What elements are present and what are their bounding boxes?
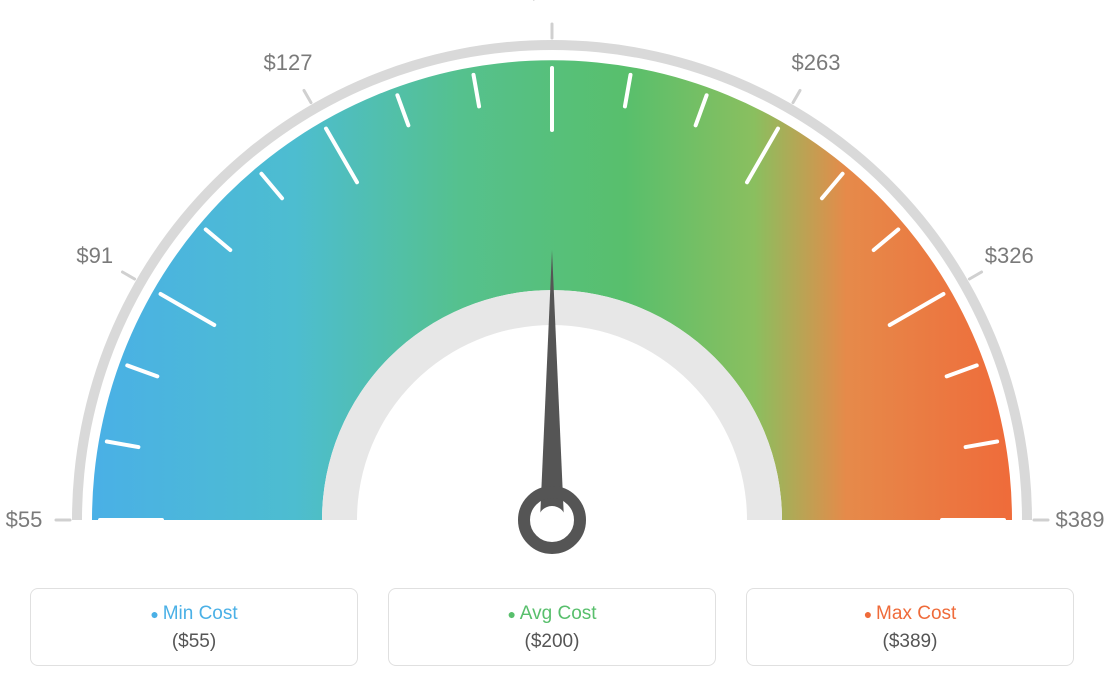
legend-card-max: Max Cost ($389) <box>746 588 1074 666</box>
chart-container: $55 $91 $127 $200 $263 $326 $389 Min Cost ($55… <box>0 0 1104 690</box>
gauge-tick-label: $263 <box>792 50 841 76</box>
gauge-tick-label: $326 <box>985 243 1034 269</box>
legend-row: Min Cost ($55) Avg Cost ($200) Max Cost … <box>30 588 1074 666</box>
legend-card-min: Min Cost ($55) <box>30 588 358 666</box>
gauge-tick-label: $200 <box>528 0 577 5</box>
gauge-tick-label: $91 <box>76 243 113 269</box>
legend-min-label: Min Cost <box>41 603 347 625</box>
gauge-tick-label: $55 <box>6 507 43 533</box>
legend-min-value: ($55) <box>41 631 347 653</box>
gauge-svg <box>0 0 1104 560</box>
legend-avg-label: Avg Cost <box>399 603 705 625</box>
legend-card-avg: Avg Cost ($200) <box>388 588 716 666</box>
legend-max-label: Max Cost <box>757 603 1063 625</box>
legend-avg-value: ($200) <box>399 631 705 653</box>
gauge-tick-label: $127 <box>264 50 313 76</box>
gauge-area: $55 $91 $127 $200 $263 $326 $389 <box>0 0 1104 560</box>
legend-max-value: ($389) <box>757 631 1063 653</box>
gauge-tick-label: $389 <box>1056 507 1104 533</box>
